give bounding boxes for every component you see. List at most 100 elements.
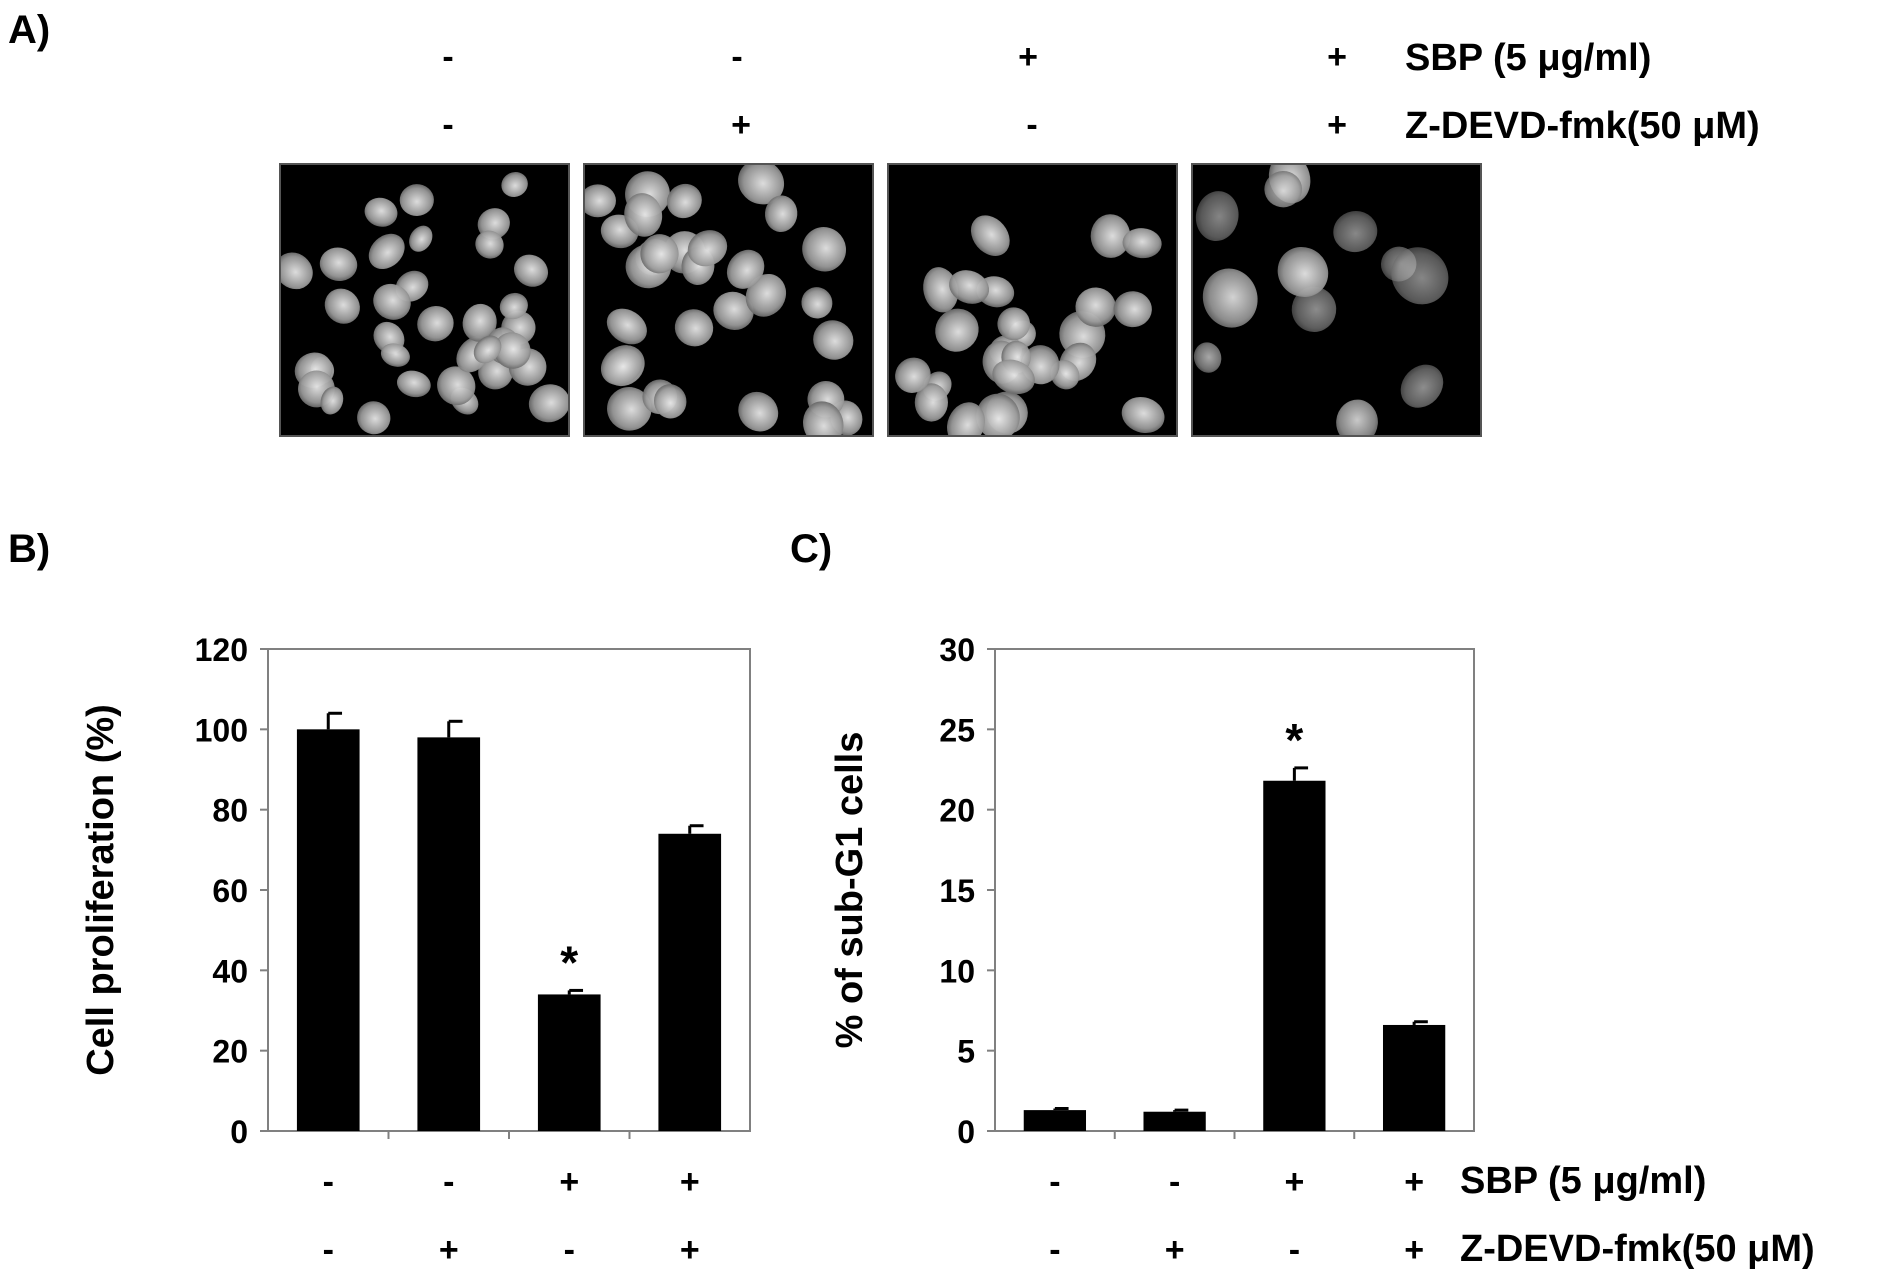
cell-nucleus (970, 215, 1010, 256)
cell-nucleus (493, 332, 531, 369)
chart-b-ytick-label: 40 (212, 953, 248, 989)
chart-c-ytick-label: 0 (957, 1114, 975, 1150)
panel-label-b: B) (8, 527, 51, 571)
chart-b-ytick-label: 0 (230, 1114, 248, 1150)
cell-nucleus (738, 165, 785, 205)
chart-c-sbp-sign-2: - (1169, 1163, 1180, 1201)
chart-c-bar-3 (1263, 780, 1326, 1131)
cell-nucleus (585, 184, 616, 218)
cell-nucleus (997, 307, 1031, 341)
chart-b-ytick-label: 80 (212, 793, 248, 829)
chart-b-sbp-sign-3: + (559, 1163, 579, 1201)
micrograph-z-devd-only (583, 163, 874, 437)
chart-b-bar-4 (658, 833, 722, 1131)
cell-nucleus (803, 401, 844, 435)
panel-label-a: A) (8, 8, 51, 52)
cell-nucleus (501, 172, 528, 197)
cell-nucleus (653, 384, 687, 419)
cell-nucleus (1193, 342, 1222, 373)
cell-nucleus (976, 393, 1020, 435)
cell-nucleus (666, 183, 702, 219)
cell-nucleus (324, 288, 360, 324)
cell-nucleus (396, 370, 431, 398)
zdevd-sign-4: + (1327, 106, 1347, 144)
cell-nucleus (1121, 396, 1165, 434)
chart-b-bar-1 (296, 729, 360, 1131)
cell-nucleus (499, 292, 528, 320)
cell-nucleus (687, 230, 728, 267)
sbp-sign-2: - (731, 38, 743, 76)
chart-c-bar-1 (1023, 1110, 1087, 1131)
cell-nucleus (738, 391, 779, 432)
cell-nucleus (726, 249, 765, 289)
cell-nucleus (1291, 286, 1337, 332)
chart-c-sbp-sign-3: + (1284, 1163, 1304, 1201)
cell-nucleus (1113, 291, 1152, 328)
cell-nucleus (764, 195, 798, 233)
cell-nucleus (409, 225, 433, 252)
chart-c-zdevd-sign-2: + (1165, 1231, 1185, 1269)
cell-proliferation-chart: 0 20 40 60 80 100 120 - - - + * + - + + Cell proliferati… (80, 632, 751, 1269)
cell-nucleus (462, 303, 497, 342)
cell-nucleus (473, 335, 502, 364)
cell-nucleus (281, 252, 313, 290)
cell-nucleus (1075, 287, 1116, 327)
chart-c-bar-2 (1143, 1111, 1206, 1131)
chart-b-significance-3: * (560, 936, 578, 988)
zdevd-sign-2: + (731, 106, 751, 144)
cell-nucleus (914, 383, 948, 422)
cell-nucleus (992, 359, 1035, 395)
cell-nucleus (674, 309, 714, 347)
cell-nucleus (475, 230, 504, 259)
sub-g1-chart: 0 5 10 15 20 25 30 - - - + * + - + + % of sub-G1 cells SB… (829, 632, 1815, 1270)
chart-b-sbp-sign-2: - (443, 1163, 454, 1201)
cell-nucleus (1202, 268, 1258, 328)
cell-nucleus (1277, 246, 1329, 298)
chart-b-zdevd-sign-2: + (439, 1231, 459, 1269)
cell-nucleus (802, 227, 847, 272)
cell-nucleus (399, 184, 434, 216)
chart-c-zdevd-sign-4: + (1404, 1231, 1424, 1269)
chart-c-sbp-row-label: SBP (5 μg/ml) (1460, 1160, 1706, 1202)
chart-b-bar-3 (537, 994, 601, 1131)
cell-nucleus (528, 384, 568, 423)
chart-c-bar-4 (1382, 1024, 1446, 1131)
chart-c-ytick-label: 30 (939, 632, 975, 668)
cell-nucleus (368, 233, 405, 270)
chart-c-zdevd-sign-1: - (1049, 1231, 1060, 1269)
cell-nucleus (923, 267, 959, 313)
chart-c-zdevd-sign-3: - (1289, 1231, 1300, 1269)
cell-nucleus (813, 320, 854, 360)
cell-nucleus (600, 345, 643, 386)
chart-c-ytick-label: 10 (939, 953, 975, 989)
cell-nucleus (1264, 170, 1303, 208)
chart-c-y-axis-label: % of sub-G1 cells (829, 732, 871, 1049)
cell-nucleus (1195, 191, 1239, 242)
chart-c-zdevd-row-label: Z-DEVD-fmk(50 μM) (1460, 1228, 1815, 1270)
cell-nucleus (1090, 214, 1131, 258)
chart-c-sbp-sign-4: + (1404, 1163, 1424, 1201)
chart-b-sbp-sign-1: - (323, 1163, 334, 1201)
cell-nucleus (949, 270, 990, 304)
cell-nucleus (380, 343, 410, 367)
cell-nucleus (1333, 210, 1378, 253)
micrograph-sbp-only (887, 163, 1178, 437)
chart-c-ytick-label: 25 (939, 712, 975, 748)
chart-c-ytick-label: 20 (939, 793, 975, 829)
chart-b-y-axis-label: Cell proliferation (%) (80, 704, 122, 1076)
chart-c-sbp-sign-1: - (1049, 1163, 1060, 1201)
chart-b-ytick-label: 120 (195, 632, 248, 668)
cell-nucleus (713, 291, 754, 331)
cell-nucleus (1336, 399, 1378, 435)
sbp-sign-1: - (442, 38, 454, 76)
cell-nucleus (437, 366, 476, 406)
zdevd-sign-3: - (1026, 106, 1038, 144)
cell-nucleus (607, 387, 652, 431)
micrograph-control (279, 163, 570, 437)
cell-nucleus (320, 386, 344, 415)
cell-nucleus (895, 357, 931, 393)
cell-nucleus (640, 234, 679, 274)
zdevd-row-label: Z-DEVD-fmk(50 μM) (1405, 105, 1760, 147)
zdevd-sign-1: - (442, 106, 454, 144)
sbp-row-label: SBP (5 μg/ml) (1405, 37, 1652, 79)
